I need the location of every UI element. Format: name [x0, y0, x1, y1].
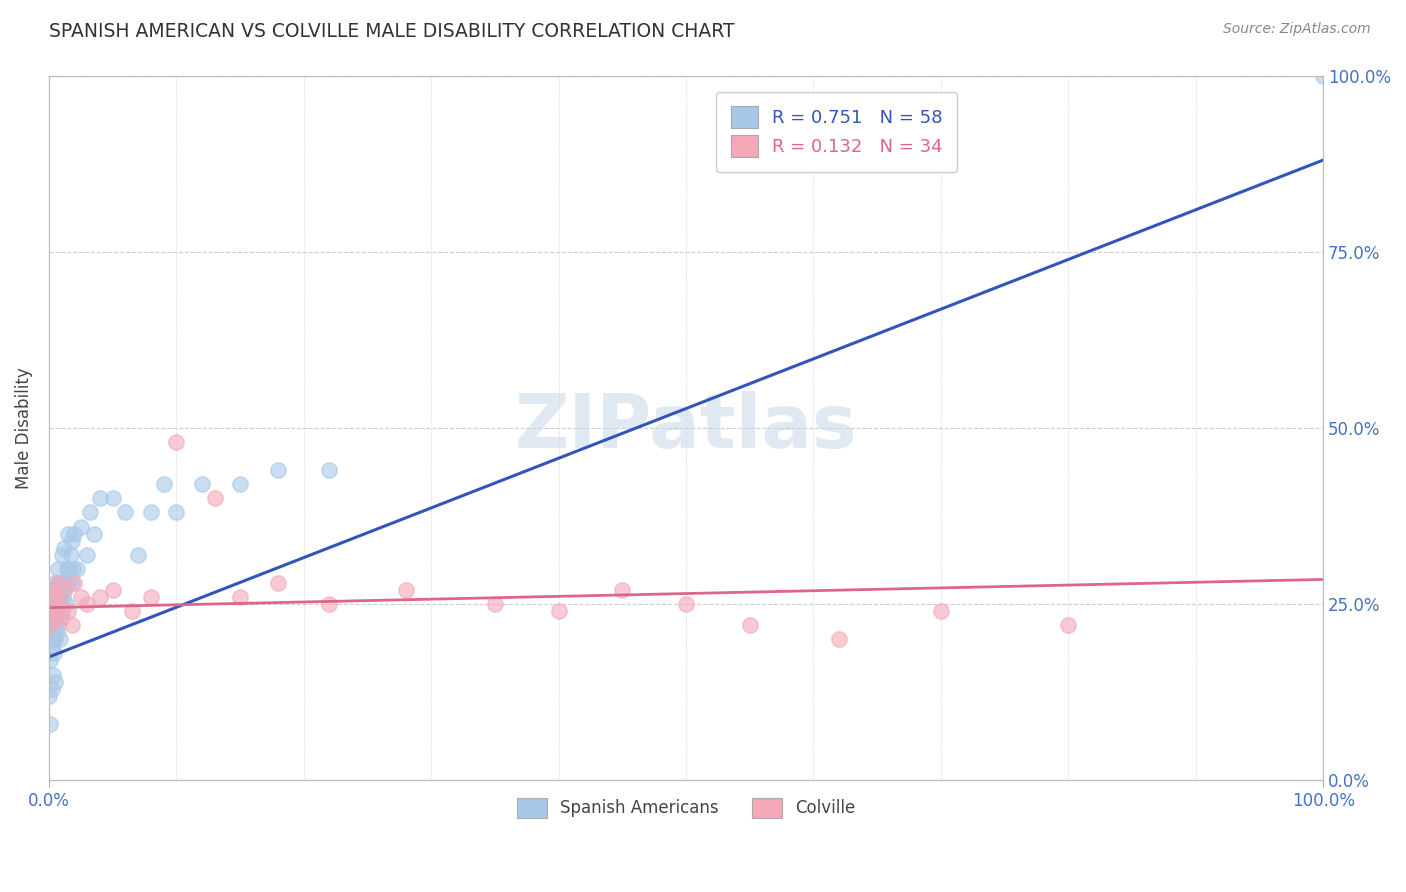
Point	[41, 640, 63, 654]
Point	[44, 611, 66, 625]
Point	[49, 632, 72, 647]
Point	[45, 625, 67, 640]
Point	[828, 632, 851, 647]
Point	[63, 526, 86, 541]
Point	[39, 618, 62, 632]
Point	[44, 632, 66, 647]
Point	[53, 582, 76, 597]
Point	[62, 562, 84, 576]
Point	[204, 491, 226, 506]
Point	[51, 604, 73, 618]
Point	[229, 477, 252, 491]
Point	[42, 632, 65, 647]
Point	[56, 526, 79, 541]
Point	[48, 611, 70, 625]
Point	[49, 590, 72, 604]
Point	[56, 562, 79, 576]
Point	[83, 526, 105, 541]
Point	[229, 590, 252, 604]
Point	[44, 576, 66, 591]
Point	[929, 604, 952, 618]
Point	[46, 562, 69, 576]
Point	[45, 604, 67, 618]
Point	[41, 582, 63, 597]
Point	[484, 597, 506, 611]
Point	[39, 653, 62, 667]
Text: ZIPatlas: ZIPatlas	[515, 392, 858, 465]
Point	[89, 590, 111, 604]
Point	[58, 562, 80, 576]
Point	[56, 576, 79, 591]
Point	[46, 576, 69, 591]
Point	[165, 506, 187, 520]
Point	[1057, 618, 1080, 632]
Point	[38, 604, 60, 618]
Point	[267, 463, 290, 477]
Point	[51, 576, 73, 591]
Point	[738, 618, 761, 632]
Point	[101, 582, 124, 597]
Point	[44, 674, 66, 689]
Point	[63, 576, 86, 591]
Point	[46, 590, 69, 604]
Point	[42, 611, 65, 625]
Point	[76, 597, 98, 611]
Point	[59, 548, 82, 562]
Point	[38, 689, 60, 703]
Point	[69, 590, 91, 604]
Text: Source: ZipAtlas.com: Source: ZipAtlas.com	[1223, 22, 1371, 37]
Text: SPANISH AMERICAN VS COLVILLE MALE DISABILITY CORRELATION CHART: SPANISH AMERICAN VS COLVILLE MALE DISABI…	[49, 22, 735, 41]
Point	[79, 506, 101, 520]
Point	[547, 604, 569, 618]
Y-axis label: Male Disability: Male Disability	[15, 367, 32, 489]
Point	[121, 604, 143, 618]
Point	[39, 717, 62, 731]
Point	[66, 562, 89, 576]
Point	[41, 618, 63, 632]
Point	[42, 618, 65, 632]
Point	[56, 604, 79, 618]
Point	[46, 618, 69, 632]
Point	[152, 477, 174, 491]
Legend: Spanish Americans, Colville: Spanish Americans, Colville	[510, 791, 862, 825]
Point	[51, 611, 73, 625]
Point	[60, 533, 83, 548]
Point	[44, 590, 66, 604]
Point	[69, 519, 91, 533]
Point	[42, 647, 65, 661]
Point	[51, 548, 73, 562]
Point	[53, 541, 76, 555]
Point	[76, 548, 98, 562]
Point	[191, 477, 214, 491]
Point	[45, 597, 67, 611]
Point	[165, 435, 187, 450]
Point	[60, 576, 83, 591]
Point	[42, 582, 65, 597]
Point	[318, 463, 340, 477]
Point	[612, 582, 634, 597]
Point	[395, 582, 418, 597]
Point	[42, 667, 65, 681]
Point	[60, 618, 83, 632]
Point	[48, 597, 70, 611]
Point	[52, 590, 75, 604]
Point	[139, 506, 162, 520]
Point	[318, 597, 340, 611]
Point	[127, 548, 149, 562]
Point	[42, 597, 65, 611]
Point	[101, 491, 124, 506]
Point	[139, 590, 162, 604]
Point	[55, 597, 77, 611]
Point	[53, 582, 76, 597]
Point	[267, 576, 290, 591]
Point	[675, 597, 697, 611]
Point	[89, 491, 111, 506]
Point	[114, 506, 136, 520]
Point	[41, 681, 63, 696]
Point	[1312, 69, 1334, 83]
Point	[48, 576, 70, 591]
Point	[42, 597, 65, 611]
